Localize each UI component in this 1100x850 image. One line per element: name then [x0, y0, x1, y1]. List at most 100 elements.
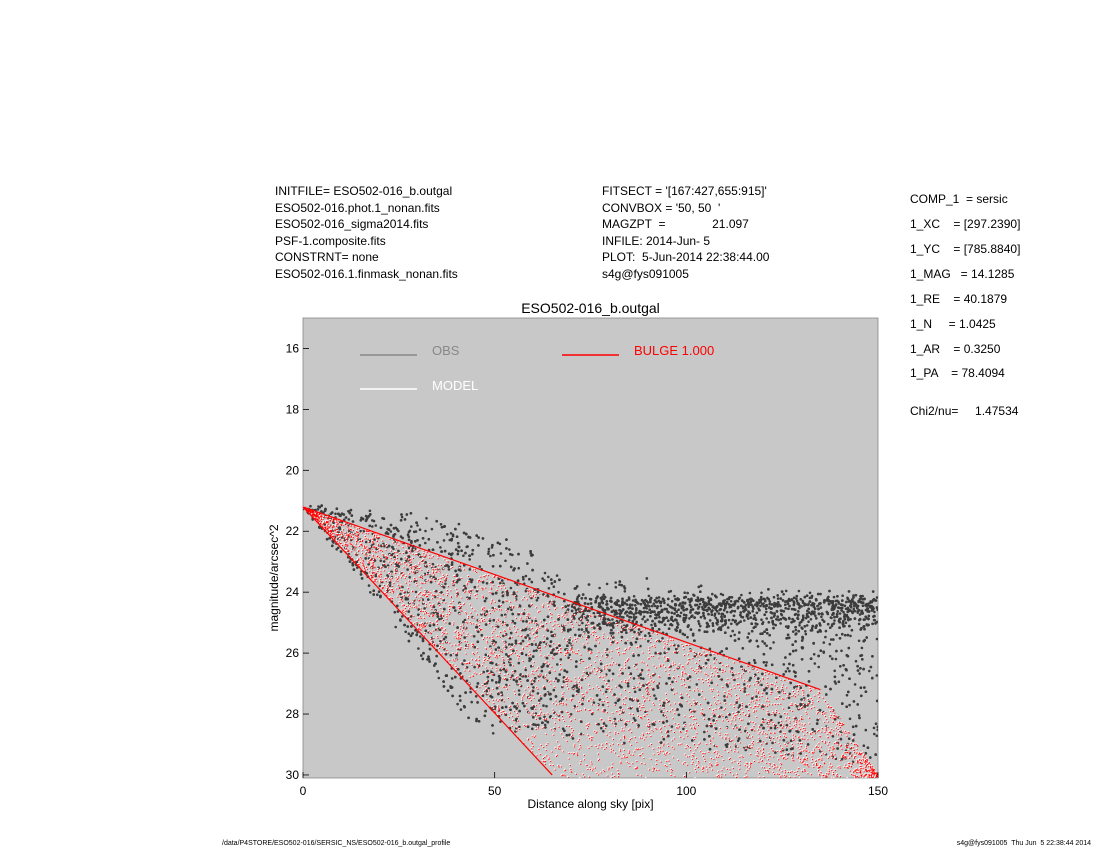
obs-point [798, 606, 801, 610]
obs-point [817, 607, 820, 611]
obs-point [457, 545, 461, 549]
obs-point [489, 645, 492, 648]
obs-point [656, 686, 660, 689]
obs-point [634, 604, 637, 607]
obs-point [773, 603, 776, 607]
obs-point [861, 658, 864, 661]
obs-point [653, 694, 656, 697]
obs-point [835, 612, 839, 616]
obs-point [379, 526, 383, 529]
obs-point [626, 684, 630, 688]
obs-point [710, 724, 713, 728]
obs-point [629, 615, 632, 619]
obs-point [518, 725, 521, 729]
obs-point [344, 516, 348, 519]
obs-point [718, 668, 722, 671]
obs-point [487, 550, 491, 553]
obs-point [590, 712, 594, 716]
obs-point [496, 625, 500, 629]
obs-point [561, 727, 565, 731]
header-left-info: INITFILE= ESO502-016_b.outgal ESO502-016… [275, 183, 458, 282]
obs-point [509, 663, 512, 667]
obs-point [838, 626, 841, 629]
obs-point [803, 625, 807, 628]
obs-point [419, 635, 422, 638]
obs-point [620, 635, 624, 639]
obs-point [755, 639, 759, 643]
obs-point [819, 602, 822, 605]
obs-point [447, 568, 451, 571]
obs-point [475, 534, 479, 537]
obs-point [698, 602, 702, 606]
obs-point [785, 748, 789, 751]
obs-point [682, 613, 686, 617]
obs-point [802, 616, 805, 619]
obs-point [753, 614, 756, 617]
obs-point [696, 607, 700, 610]
obs-point [611, 672, 615, 676]
obs-point [782, 738, 786, 742]
obs-point [712, 629, 715, 632]
obs-point [604, 724, 608, 728]
obs-point [633, 630, 636, 634]
obs-point [788, 604, 791, 608]
obs-point [513, 669, 517, 673]
obs-point [517, 566, 520, 570]
obs-point [862, 667, 865, 671]
obs-point [720, 706, 723, 709]
obs-point [505, 547, 508, 550]
obs-point [632, 613, 636, 616]
obs-point [770, 603, 774, 606]
obs-point [782, 663, 786, 666]
obs-point [835, 633, 838, 637]
obs-point [682, 727, 685, 731]
obs-point [680, 696, 684, 700]
obs-point [491, 543, 494, 547]
obs-point [808, 611, 811, 614]
fit-param: 1_AR = 0.3250 [910, 342, 1001, 356]
obs-point [565, 733, 569, 737]
obs-point [651, 626, 654, 630]
obs-point [465, 532, 468, 536]
obs-point [707, 624, 711, 628]
obs-point [850, 628, 854, 632]
obs-point [407, 538, 411, 542]
obs-point [662, 721, 665, 724]
obs-point [679, 611, 683, 615]
obs-point [829, 687, 832, 691]
obs-point [793, 619, 796, 623]
obs-point [734, 745, 738, 748]
obs-point [720, 612, 724, 616]
obs-point [710, 613, 714, 616]
obs-point [613, 693, 616, 696]
obs-point [499, 564, 502, 568]
obs-point [756, 645, 760, 648]
obs-point [774, 623, 777, 627]
obs-point [364, 519, 368, 523]
obs-point [693, 616, 696, 619]
obs-point [456, 552, 460, 556]
obs-point [528, 577, 531, 581]
obs-point [805, 624, 809, 627]
obs-point [665, 719, 669, 723]
obs-point [750, 629, 754, 633]
obs-point [776, 597, 780, 600]
obs-point [847, 690, 850, 694]
obs-point [515, 707, 518, 710]
obs-point [367, 584, 371, 587]
obs-point [854, 659, 858, 663]
obs-point [800, 605, 803, 608]
obs-point [611, 631, 615, 635]
obs-point [639, 630, 643, 634]
obs-point [867, 609, 870, 613]
obs-point [524, 627, 528, 631]
obs-point [818, 622, 821, 625]
obs-point [726, 685, 730, 688]
obs-point [434, 662, 437, 665]
obs-point [845, 613, 849, 617]
obs-point [351, 563, 355, 567]
obs-point [705, 630, 709, 634]
obs-point [836, 747, 839, 750]
obs-point [562, 626, 566, 630]
obs-point [663, 623, 667, 626]
